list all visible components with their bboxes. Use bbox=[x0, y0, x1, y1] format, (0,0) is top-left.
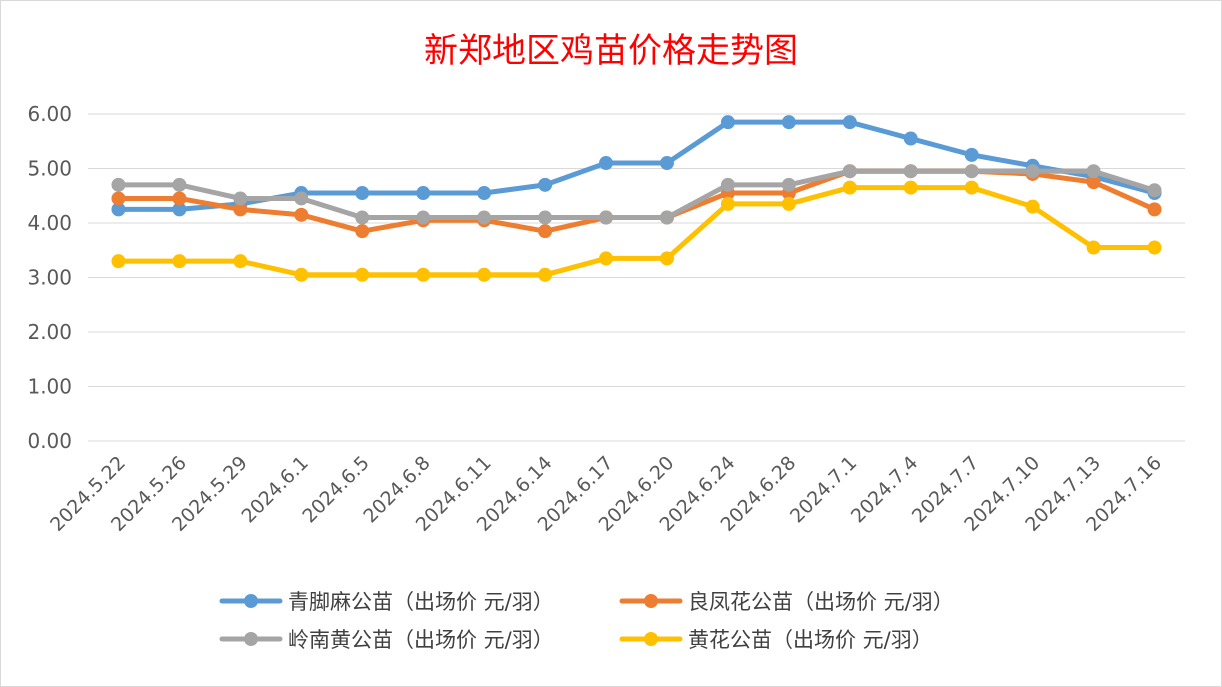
data-point bbox=[1147, 240, 1162, 255]
data-point bbox=[294, 207, 309, 222]
legend-item: 黄花公苗（出场价 元/羽） bbox=[619, 628, 933, 652]
data-point bbox=[903, 164, 918, 179]
data-point bbox=[355, 224, 370, 239]
data-point bbox=[903, 180, 918, 195]
data-point bbox=[233, 202, 248, 217]
data-point bbox=[172, 191, 187, 206]
data-point bbox=[355, 267, 370, 282]
data-point bbox=[1086, 240, 1101, 255]
data-point bbox=[111, 191, 126, 206]
data-point bbox=[964, 147, 979, 162]
data-point bbox=[111, 202, 126, 217]
data-point bbox=[842, 115, 857, 130]
data-point bbox=[1147, 202, 1162, 217]
series-line bbox=[115, 168, 1158, 221]
data-point bbox=[599, 156, 614, 171]
data-point bbox=[355, 186, 370, 201]
y-tick-label: 0.00 bbox=[27, 429, 72, 453]
data-point bbox=[416, 186, 431, 201]
data-point bbox=[111, 177, 126, 192]
data-point bbox=[477, 186, 492, 201]
gridlines bbox=[88, 113, 1185, 442]
series-3 bbox=[111, 180, 1162, 282]
data-point bbox=[842, 164, 857, 179]
legend-item: 岭南黄公苗（出场价 元/羽） bbox=[219, 628, 554, 652]
data-point bbox=[1025, 164, 1040, 179]
series-2 bbox=[111, 164, 1162, 225]
chart-title: 新郑地区鸡苗价格走势图 bbox=[424, 31, 798, 71]
legend-swatch-marker bbox=[644, 632, 658, 646]
data-point bbox=[172, 177, 187, 192]
y-tick-label: 1.00 bbox=[27, 375, 72, 399]
data-point bbox=[781, 115, 796, 130]
data-point bbox=[538, 177, 553, 192]
data-point bbox=[538, 210, 553, 225]
data-point bbox=[416, 210, 431, 225]
y-tick-label: 4.00 bbox=[27, 211, 72, 235]
data-point bbox=[1025, 199, 1040, 214]
data-point bbox=[964, 180, 979, 195]
series-line bbox=[115, 185, 1158, 278]
legend-swatch-marker bbox=[644, 594, 658, 608]
legend-label: 黄花公苗（出场价 元/羽） bbox=[688, 628, 933, 652]
data-point bbox=[1086, 164, 1101, 179]
data-point bbox=[477, 210, 492, 225]
legend: 青脚麻公苗（出场价 元/羽） 良凤花公苗（出场价 元/羽） 岭南黄公苗（出场价 元/… bbox=[219, 590, 954, 652]
data-point bbox=[720, 115, 735, 130]
data-point bbox=[659, 210, 674, 225]
data-point bbox=[659, 156, 674, 171]
legend-swatch-marker bbox=[244, 632, 258, 646]
series-line bbox=[115, 119, 1158, 212]
data-point bbox=[172, 254, 187, 269]
data-point bbox=[477, 267, 492, 282]
data-point bbox=[599, 251, 614, 266]
y-tick-label: 3.00 bbox=[27, 266, 72, 290]
data-point bbox=[355, 210, 370, 225]
legend-label: 岭南黄公苗（出场价 元/羽） bbox=[288, 628, 554, 652]
data-point bbox=[842, 180, 857, 195]
data-point bbox=[964, 164, 979, 179]
data-point bbox=[903, 131, 918, 146]
legend-item: 良凤花公苗（出场价 元/羽） bbox=[619, 590, 954, 614]
data-point bbox=[720, 196, 735, 211]
data-point bbox=[111, 254, 126, 269]
data-point bbox=[538, 267, 553, 282]
data-point bbox=[1086, 175, 1101, 190]
data-point bbox=[781, 196, 796, 211]
y-tick-label: 5.00 bbox=[27, 157, 72, 181]
legend-item: 青脚麻公苗（出场价 元/羽） bbox=[219, 590, 554, 614]
data-point bbox=[233, 191, 248, 206]
data-point bbox=[172, 202, 187, 217]
data-point bbox=[538, 224, 553, 239]
data-point bbox=[659, 251, 674, 266]
data-point bbox=[294, 191, 309, 206]
legend-label: 青脚麻公苗（出场价 元/羽） bbox=[288, 590, 554, 614]
data-point bbox=[233, 254, 248, 269]
data-point bbox=[416, 267, 431, 282]
data-point bbox=[1147, 183, 1162, 198]
legend-label: 良凤花公苗（出场价 元/羽） bbox=[688, 590, 954, 614]
data-point bbox=[781, 177, 796, 192]
y-axis-ticks: 0.00 1.00 2.00 3.00 4.00 5.00 6.00 bbox=[27, 102, 72, 453]
data-point bbox=[599, 210, 614, 225]
y-tick-label: 2.00 bbox=[27, 320, 72, 344]
data-point bbox=[294, 267, 309, 282]
legend-swatch-marker bbox=[244, 594, 258, 608]
series-layer bbox=[111, 115, 1162, 282]
y-tick-label: 6.00 bbox=[27, 102, 72, 126]
data-point bbox=[720, 177, 735, 192]
